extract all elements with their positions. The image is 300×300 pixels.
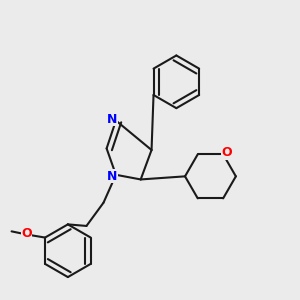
- Text: N: N: [107, 169, 117, 182]
- Text: O: O: [21, 227, 32, 240]
- Text: O: O: [222, 146, 232, 159]
- Text: N: N: [107, 113, 117, 126]
